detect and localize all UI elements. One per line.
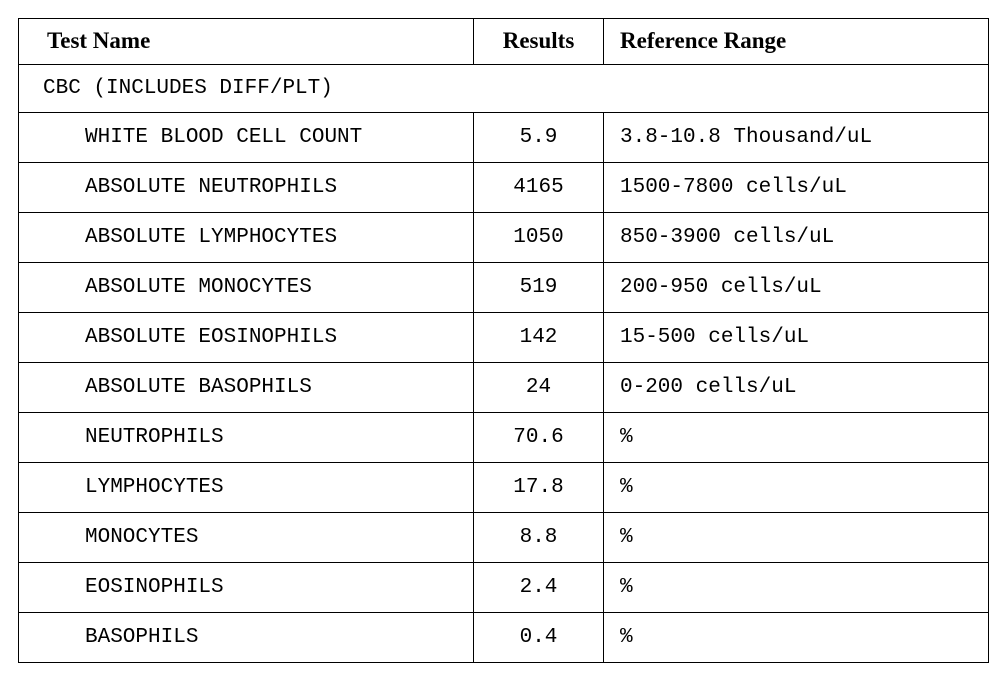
test-name-cell: MONOCYTES [19,513,474,563]
reference-range-cell: % [604,413,989,463]
test-name-cell: ABSOLUTE BASOPHILS [19,363,474,413]
result-cell: 5.9 [474,113,604,163]
test-name-cell: WHITE BLOOD CELL COUNT [19,113,474,163]
test-name-cell: ABSOLUTE EOSINOPHILS [19,313,474,363]
table-row: MONOCYTES 8.8 % [19,513,989,563]
col-header-reference-range: Reference Range [604,19,989,65]
table-header-row: Test Name Results Reference Range [19,19,989,65]
test-name-cell: ABSOLUTE LYMPHOCYTES [19,213,474,263]
col-header-test-name: Test Name [19,19,474,65]
test-name-cell: NEUTROPHILS [19,413,474,463]
table-body: CBC (INCLUDES DIFF/PLT) WHITE BLOOD CELL… [19,65,989,663]
test-name-cell: BASOPHILS [19,613,474,663]
test-name-cell: ABSOLUTE NEUTROPHILS [19,163,474,213]
reference-range-cell: 0-200 cells/uL [604,363,989,413]
reference-range-cell: 3.8-10.8 Thousand/uL [604,113,989,163]
reference-range-cell: 15-500 cells/uL [604,313,989,363]
result-cell: 17.8 [474,463,604,513]
col-header-results: Results [474,19,604,65]
section-header-row: CBC (INCLUDES DIFF/PLT) [19,65,989,113]
result-cell: 519 [474,263,604,313]
table-row: WHITE BLOOD CELL COUNT 5.9 3.8-10.8 Thou… [19,113,989,163]
result-cell: 8.8 [474,513,604,563]
table-row: ABSOLUTE LYMPHOCYTES 1050 850-3900 cells… [19,213,989,263]
reference-range-cell: 200-950 cells/uL [604,263,989,313]
table-row: ABSOLUTE BASOPHILS 24 0-200 cells/uL [19,363,989,413]
reference-range-cell: % [604,513,989,563]
table-row: LYMPHOCYTES 17.8 % [19,463,989,513]
table-row: ABSOLUTE NEUTROPHILS 4165 1500-7800 cell… [19,163,989,213]
test-name-cell: ABSOLUTE MONOCYTES [19,263,474,313]
result-cell: 70.6 [474,413,604,463]
reference-range-cell: % [604,563,989,613]
test-name-cell: LYMPHOCYTES [19,463,474,513]
table-row: EOSINOPHILS 2.4 % [19,563,989,613]
section-header-cell: CBC (INCLUDES DIFF/PLT) [19,65,989,113]
result-cell: 4165 [474,163,604,213]
table-row: BASOPHILS 0.4 % [19,613,989,663]
table-row: NEUTROPHILS 70.6 % [19,413,989,463]
result-cell: 2.4 [474,563,604,613]
result-cell: 24 [474,363,604,413]
reference-range-cell: 850-3900 cells/uL [604,213,989,263]
lab-results-table: Test Name Results Reference Range CBC (I… [18,18,989,663]
table-row: ABSOLUTE MONOCYTES 519 200-950 cells/uL [19,263,989,313]
reference-range-cell: 1500-7800 cells/uL [604,163,989,213]
test-name-cell: EOSINOPHILS [19,563,474,613]
result-cell: 142 [474,313,604,363]
result-cell: 0.4 [474,613,604,663]
reference-range-cell: % [604,613,989,663]
table-row: ABSOLUTE EOSINOPHILS 142 15-500 cells/uL [19,313,989,363]
reference-range-cell: % [604,463,989,513]
result-cell: 1050 [474,213,604,263]
